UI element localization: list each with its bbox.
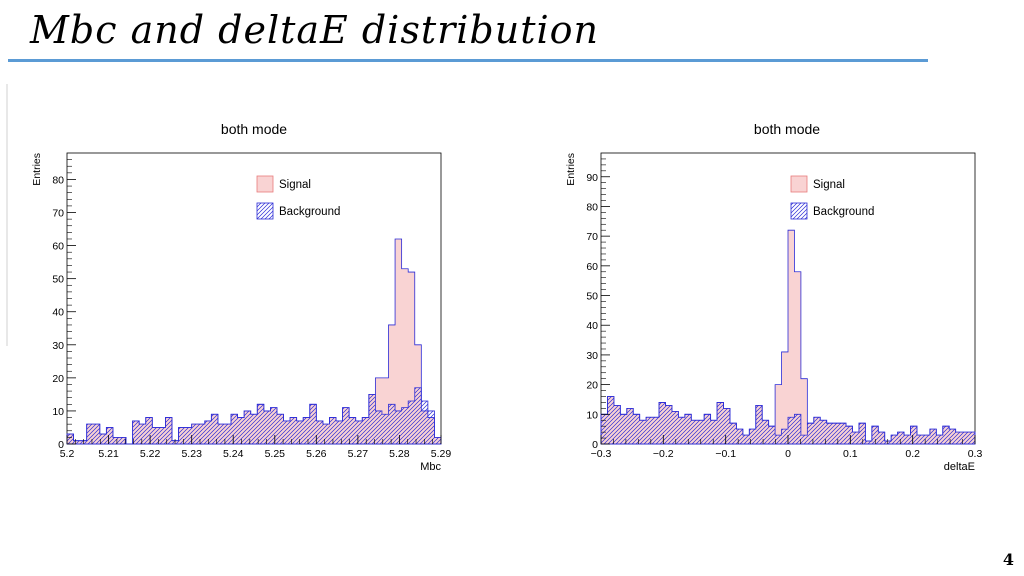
- title-underline: [8, 59, 928, 62]
- y-tick-label: 80: [586, 201, 598, 213]
- y-tick-label: 20: [52, 373, 64, 385]
- y-tick-label: 0: [592, 439, 598, 451]
- legend-swatch-signal: [256, 175, 274, 193]
- x-tick-label: 0.3: [968, 448, 983, 460]
- x-tick-label: 0.2: [905, 448, 920, 460]
- y-axis-label: Entries: [565, 153, 577, 186]
- x-tick-label: −0.1: [715, 448, 736, 460]
- legend-swatch-signal: [790, 175, 808, 193]
- y-tick-label: 10: [586, 409, 598, 421]
- y-tick-label: 30: [52, 340, 64, 352]
- y-tick-label: 10: [52, 406, 64, 418]
- chart-title: both mode: [221, 121, 287, 137]
- y-tick-label: 40: [586, 320, 598, 332]
- background-histogram: [600, 396, 976, 445]
- y-tick-label: 0: [58, 439, 64, 451]
- x-tick-label: 5.2: [60, 448, 75, 460]
- y-tick-label: 20: [586, 380, 598, 392]
- background-histogram: [66, 387, 442, 445]
- legend-label-signal: Signal: [813, 179, 845, 191]
- x-tick-label: 5.27: [348, 448, 369, 460]
- signal-histogram: [600, 229, 976, 445]
- x-tick-label: 5.25: [265, 448, 286, 460]
- slide-left-edge: [6, 84, 8, 346]
- y-tick-label: 90: [586, 172, 598, 184]
- y-tick-label: 50: [52, 274, 64, 286]
- signal-histogram: [66, 238, 442, 445]
- y-tick-label: 70: [52, 208, 64, 220]
- x-tick-label: 5.28: [389, 448, 410, 460]
- y-tick-label: 50: [586, 291, 598, 303]
- y-tick-label: 80: [52, 174, 64, 186]
- chart-title: both mode: [754, 121, 820, 137]
- x-tick-label: −0.2: [653, 448, 674, 460]
- legend-label-signal: Signal: [279, 179, 311, 191]
- x-axis-label: deltaE: [944, 461, 975, 473]
- legend-swatch-background: [790, 202, 808, 220]
- y-tick-label: 60: [586, 261, 598, 273]
- x-tick-label: 5.24: [223, 448, 244, 460]
- x-tick-label: 5.26: [306, 448, 327, 460]
- x-tick-label: 5.22: [140, 448, 161, 460]
- x-tick-label: −0.3: [591, 448, 612, 460]
- page-number: 4: [1002, 550, 1014, 569]
- y-tick-label: 70: [586, 231, 598, 243]
- legend-label-background: Background: [813, 206, 874, 218]
- y-tick-label: 30: [586, 350, 598, 362]
- x-tick-label: 5.29: [431, 448, 452, 460]
- legend-label-background: Background: [279, 206, 340, 218]
- x-tick-label: 5.23: [181, 448, 202, 460]
- y-tick-label: 40: [52, 307, 64, 319]
- y-tick-label: 60: [52, 241, 64, 253]
- slide-title: Mbc and deltaE distribution: [30, 8, 599, 52]
- x-axis-label: Mbc: [420, 461, 441, 473]
- x-tick-label: 0.1: [843, 448, 858, 460]
- y-axis-label: Entries: [31, 153, 43, 186]
- x-tick-label: 5.21: [98, 448, 119, 460]
- legend-swatch-background: [256, 202, 274, 220]
- x-tick-label: 0: [785, 448, 791, 460]
